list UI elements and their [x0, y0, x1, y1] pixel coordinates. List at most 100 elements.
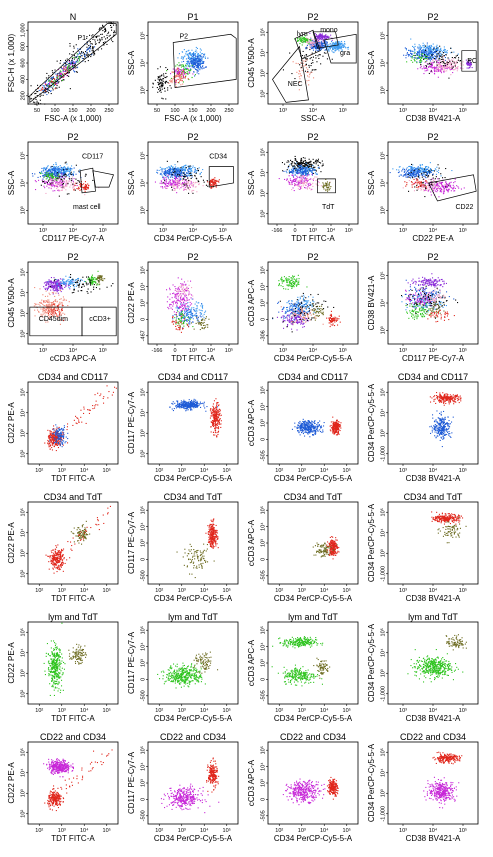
event-dot — [198, 63, 199, 64]
event-dot — [335, 42, 336, 43]
event-dot — [87, 187, 88, 188]
event-dot — [312, 45, 313, 46]
event-dot — [423, 47, 424, 48]
event-dot — [297, 169, 298, 170]
event-dot — [165, 168, 166, 169]
event-dot — [50, 166, 51, 167]
event-dot — [203, 180, 204, 181]
event-dot — [288, 161, 289, 162]
event-dot — [74, 168, 75, 169]
event-dot — [162, 187, 163, 188]
event-dot — [157, 172, 158, 173]
event-dot — [204, 67, 205, 68]
event-dot — [421, 47, 422, 48]
event-dot — [190, 181, 191, 182]
event-dot — [65, 70, 66, 71]
event-dot — [79, 190, 80, 191]
event-dot — [183, 77, 184, 78]
event-dot — [179, 65, 180, 66]
event-dot — [436, 57, 437, 58]
y-tick-label: 10³ — [260, 69, 266, 77]
event-dot — [203, 185, 204, 186]
event-dot — [46, 167, 47, 168]
event-dot — [426, 66, 427, 67]
event-dot — [440, 53, 441, 54]
event-dot — [310, 185, 311, 186]
event-dot — [426, 48, 427, 49]
event-dot — [292, 182, 293, 183]
event-dot — [305, 158, 306, 159]
event-dot — [170, 81, 171, 82]
event-dot — [305, 163, 306, 164]
y-tick-label: 10³ — [380, 86, 386, 94]
event-dot — [161, 180, 162, 181]
event-dot — [173, 72, 174, 73]
event-dot — [306, 64, 307, 65]
event-dot — [69, 176, 70, 177]
event-dot — [186, 73, 187, 74]
event-dot — [341, 46, 342, 47]
event-dot — [301, 166, 302, 167]
event-dot — [152, 83, 153, 84]
event-dot — [59, 190, 60, 191]
event-dot — [307, 44, 308, 45]
event-dot — [177, 181, 178, 182]
event-dot — [467, 68, 468, 69]
event-dot — [177, 57, 178, 58]
event-dot — [315, 57, 316, 58]
event-dot — [299, 168, 300, 169]
event-dot — [85, 187, 86, 188]
event-dot — [460, 64, 461, 65]
event-dot — [86, 54, 87, 55]
event-dot — [436, 53, 437, 54]
event-dot — [166, 70, 167, 71]
gate-label: P1 — [78, 35, 87, 42]
event-dot — [184, 182, 185, 183]
event-dot — [59, 178, 60, 179]
event-dot — [412, 46, 413, 47]
event-dot — [429, 48, 430, 49]
event-dot — [292, 184, 293, 185]
x-axis-label: CD34 PerCP-Cy5-5-A — [154, 234, 233, 243]
event-dot — [449, 66, 450, 67]
event-dot — [304, 39, 305, 40]
event-dot — [57, 175, 58, 176]
event-dot — [309, 74, 310, 75]
event-dot — [320, 46, 321, 47]
event-dot — [51, 167, 52, 168]
event-dot — [44, 183, 45, 184]
event-dot — [433, 50, 434, 51]
event-dot — [428, 53, 429, 54]
event-dot — [413, 47, 414, 48]
event-dot — [421, 60, 422, 61]
event-dot — [194, 67, 195, 68]
event-dot — [284, 179, 285, 180]
event-dot — [54, 85, 55, 86]
event-dot — [449, 59, 450, 60]
event-dot — [92, 48, 93, 49]
event-dot — [60, 165, 61, 166]
event-dot — [307, 189, 308, 190]
event-dot — [60, 169, 61, 170]
event-dot — [435, 168, 436, 169]
event-dot — [163, 78, 164, 79]
event-dot — [175, 168, 176, 169]
event-dot — [110, 35, 111, 36]
event-dot — [315, 33, 316, 34]
event-dot — [327, 187, 328, 188]
event-dot — [73, 174, 74, 175]
event-dot — [456, 56, 457, 57]
event-dot — [316, 34, 317, 35]
event-dot — [190, 173, 191, 174]
event-dot — [32, 173, 33, 174]
event-dot — [44, 167, 45, 168]
event-dot — [297, 177, 298, 178]
event-dot — [73, 64, 74, 65]
event-dot — [180, 187, 181, 188]
event-dot — [45, 92, 46, 93]
event-dot — [308, 172, 309, 173]
event-dot — [330, 48, 331, 49]
event-dot — [329, 44, 330, 45]
event-dot — [316, 174, 317, 175]
event-dot — [186, 51, 187, 52]
